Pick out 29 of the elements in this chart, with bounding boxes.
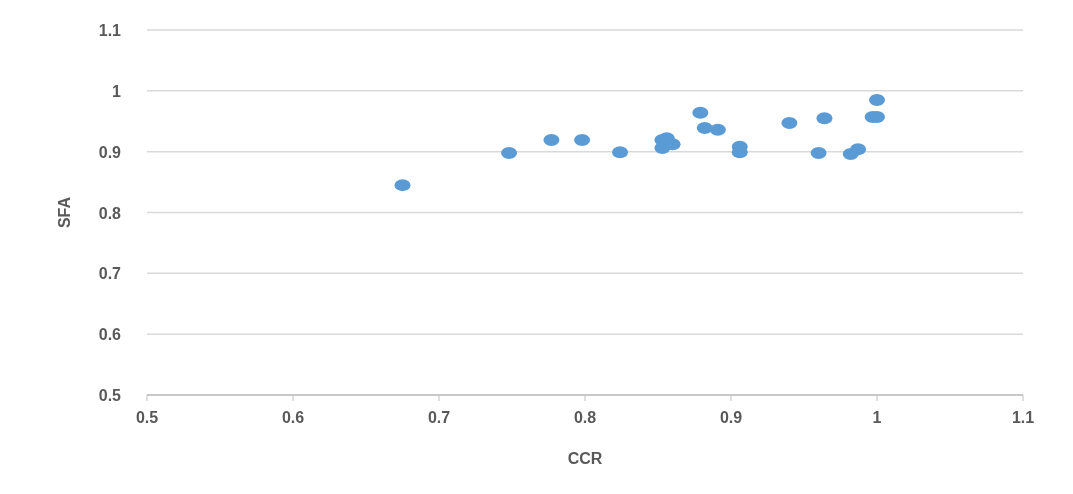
x-tick-label: 0.7 <box>427 409 451 426</box>
x-tick-label: 1.1 <box>1011 409 1035 426</box>
point <box>692 106 709 119</box>
point <box>810 146 827 159</box>
x-axis-title: CCR <box>567 450 603 467</box>
point <box>781 117 798 130</box>
y-tick-label: 0.8 <box>98 204 122 222</box>
x-tick-label: 0.9 <box>719 409 743 426</box>
point <box>574 134 591 147</box>
y-tick-label: 0.7 <box>98 265 122 283</box>
point <box>696 121 713 134</box>
point <box>709 123 726 136</box>
point <box>543 134 560 147</box>
y-tick-label: 1.1 <box>98 22 122 39</box>
y-tick-label: 0.6 <box>98 326 122 344</box>
y-tick-label: 1 <box>112 82 122 100</box>
x-tick-label: 0.6 <box>281 409 305 426</box>
y-axis-title: SFA <box>56 196 73 229</box>
y-tick-label: 0.9 <box>98 143 122 161</box>
y-tick-label: 0.5 <box>98 387 122 404</box>
x-tick-label: 0.8 <box>573 409 597 426</box>
point <box>612 146 629 159</box>
point <box>394 179 411 192</box>
point <box>501 146 518 159</box>
x-tick-label: 0.5 <box>135 409 159 426</box>
point <box>869 93 885 106</box>
point <box>816 112 833 125</box>
point <box>850 143 867 156</box>
x-tick-label: 1 <box>872 409 882 426</box>
